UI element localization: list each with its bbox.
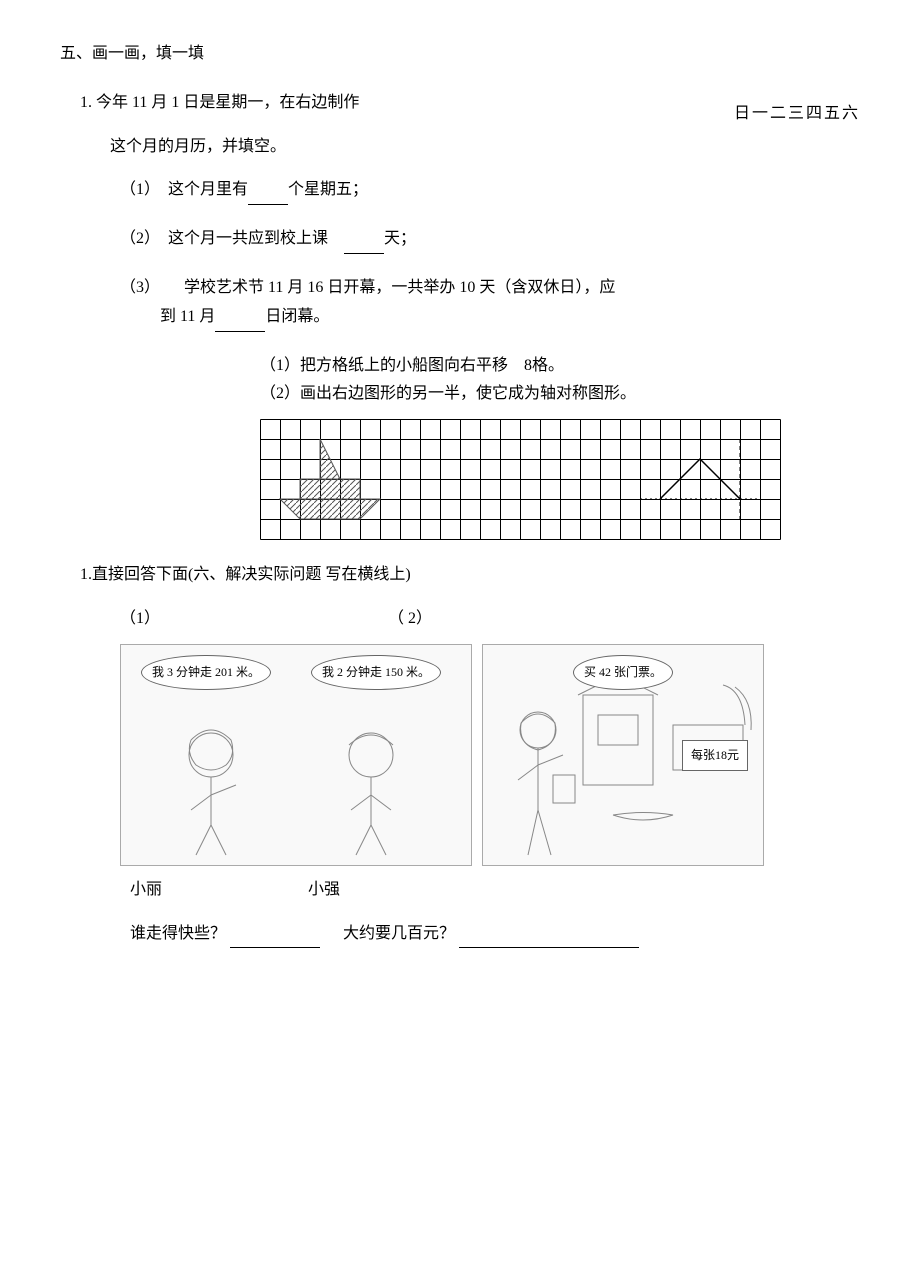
q1-sub3: （3） 学校艺术节 11 月 16 日开幕，一共举办 10 天（含双休日），应 … (120, 274, 860, 332)
name-girl: 小丽 (130, 876, 190, 905)
blank-schooldays[interactable] (344, 235, 384, 254)
speech-girl: 我 3 分钟走 201 米。 (141, 655, 271, 691)
num1: （1） (120, 610, 160, 627)
num2: （ 2） (388, 610, 432, 627)
q1-sub2-prefix: （2） 这个月一共应到校上课 (120, 230, 344, 247)
speech-ticket: 买 42 张门票。 (573, 655, 673, 691)
blank-ans2[interactable] (459, 929, 639, 948)
price-sign: 每张18元 (682, 740, 748, 772)
names-row: 小丽 小强 (130, 876, 860, 905)
answer-row: 谁走得快些？ 大约要几百元？ (130, 920, 860, 949)
q1-sub2-suffix: 天； (384, 230, 416, 247)
weekday-header: 日一二三四五六 (734, 100, 860, 129)
subnum-row: （1） （ 2） (120, 605, 860, 634)
q2-sub1: （1）把方格纸上的小船图向右平移 8格。 (260, 352, 860, 381)
q1-sub3-line2-suffix: 日闭幕。 (265, 308, 329, 325)
name-boy: 小强 (308, 881, 340, 898)
q1-sub1-prefix: （1） 这个月里有 (120, 181, 248, 198)
q1-sub1: （1） 这个月里有 个星期五； (120, 176, 860, 205)
blank-closedate[interactable] (215, 313, 265, 332)
illustration-row: 我 3 分钟走 201 米。 我 2 分钟走 150 米。 买 42 张门票。 … (120, 644, 860, 866)
q1-sub1-suffix: 个星期五； (288, 181, 368, 198)
grid-figure (260, 419, 860, 541)
illustration-ticket: 买 42 张门票。 每张18元 (482, 644, 764, 866)
speech-boy: 我 2 分钟走 150 米。 (311, 655, 441, 691)
q1-sub3-line2-prefix: 到 11 月 (160, 308, 215, 325)
ans2-q: 大约要几百元？ (343, 925, 455, 942)
blank-fridays[interactable] (248, 186, 288, 205)
ans1-q: 谁走得快些？ (130, 925, 226, 942)
q1-line2: 这个月的月历，并填空。 (110, 133, 860, 162)
section5-title: 五、画一画，填一填 (60, 40, 860, 69)
q2-sub2: （2）画出右边图形的另一半，使它成为轴对称图形。 (260, 380, 860, 409)
blank-ans1[interactable] (230, 929, 320, 948)
q1-sub2: （2） 这个月一共应到校上课 天； (120, 225, 860, 254)
illustration-walking: 我 3 分钟走 201 米。 我 2 分钟走 150 米。 (120, 644, 472, 866)
q2-block: （1）把方格纸上的小船图向右平移 8格。 （2）画出右边图形的另一半，使它成为轴… (260, 352, 860, 410)
section6-title: 1.直接回答下面(六、解决实际问题 写在横线上) (80, 561, 860, 590)
q1-sub3-line1: （3） 学校艺术节 11 月 16 日开幕，一共举办 10 天（含双休日），应 (120, 274, 860, 303)
